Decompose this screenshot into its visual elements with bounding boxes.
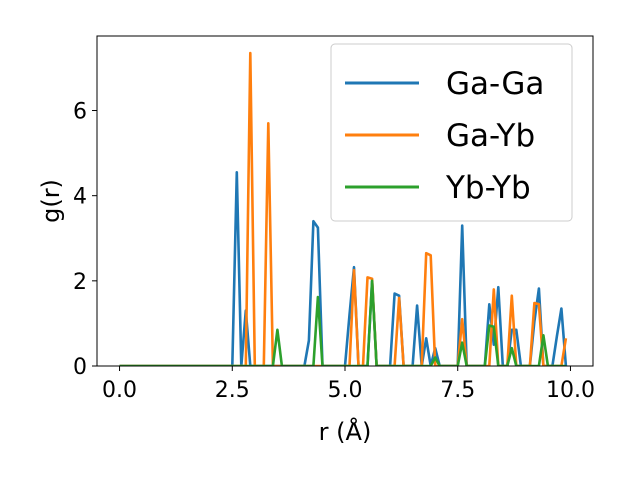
legend: Ga-Ga Ga-Yb Yb-Yb	[330, 43, 573, 222]
x-tick-label: 5.0	[328, 378, 363, 403]
legend-box	[330, 43, 573, 222]
series-line-ga-ga	[119, 171, 568, 366]
series-line-ga-yb	[119, 51, 568, 366]
legend-label-yb-yb: Yb-Yb	[445, 170, 531, 206]
x-tick-label: 0.0	[102, 378, 137, 403]
y-axis-label: g(r)	[37, 179, 65, 223]
x-tick-label: 7.5	[440, 378, 475, 403]
x-axis: 0.0 2.5 5.0 7.5 10.0	[102, 366, 595, 403]
y-axis: 0 2 4 6	[73, 100, 97, 380]
legend-label-ga-yb: Ga-Yb	[446, 118, 535, 154]
y-tick-label: 6	[73, 100, 87, 125]
y-tick-label: 0	[73, 355, 87, 380]
legend-label-ga-ga: Ga-Ga	[446, 66, 544, 102]
x-tick-label: 2.5	[215, 378, 250, 403]
y-tick-label: 4	[73, 185, 87, 210]
series-layer	[119, 51, 568, 366]
y-tick-label: 2	[73, 270, 87, 295]
x-tick-label: 10.0	[546, 378, 595, 403]
x-axis-label: r (Å)	[319, 417, 372, 446]
series-line-yb-yb	[119, 279, 566, 366]
